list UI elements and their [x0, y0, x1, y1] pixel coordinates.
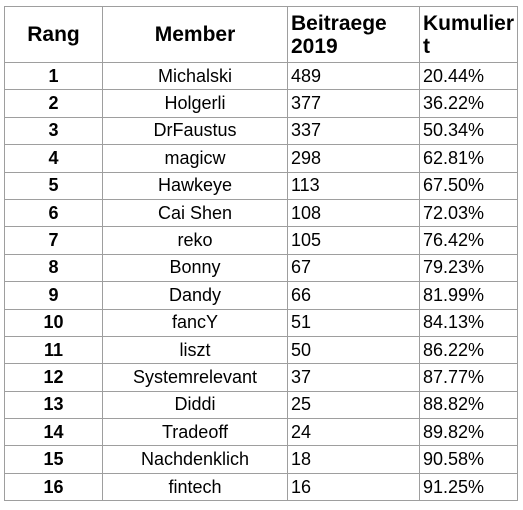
rank-cell: 7 — [4, 226, 103, 255]
rank-cell: 11 — [4, 335, 103, 365]
rank-cell: 4 — [4, 144, 103, 173]
kumuliert-cell: 90.58% — [419, 445, 518, 474]
rank-cell: 3 — [4, 116, 103, 146]
ranking-table-container: Rang Member Beitraege 2019 Kumuliert 1 Mi… — [4, 6, 518, 502]
table-row: 14 Tradeoff 24 89.82% — [4, 418, 518, 447]
kumuliert-cell: 84.13% — [419, 308, 518, 337]
table-row: 11 liszt 50 86.22% — [4, 335, 518, 365]
beitraege-cell: 377 — [287, 89, 420, 118]
rank-cell: 6 — [4, 198, 103, 228]
kumuliert-cell: 79.23% — [419, 253, 518, 283]
member-cell: Bonny — [102, 253, 288, 283]
beitraege-cell: 16 — [287, 472, 420, 502]
rank-cell: 12 — [4, 363, 103, 392]
member-cell: Cai Shen — [102, 198, 288, 228]
beitraege-cell: 113 — [287, 171, 420, 200]
beitraege-cell: 489 — [287, 61, 420, 91]
member-cell: Michalski — [102, 61, 288, 91]
table-row: 6 Cai Shen 108 72.03% — [4, 198, 518, 228]
kumuliert-cell: 67.50% — [419, 171, 518, 200]
kumuliert-cell: 86.22% — [419, 335, 518, 365]
kumuliert-cell: 91.25% — [419, 472, 518, 502]
header-rang: Rang — [4, 6, 103, 63]
table-row: 15 Nachdenklich 18 90.58% — [4, 445, 518, 474]
rank-cell: 14 — [4, 418, 103, 447]
table-row: 7 reko 105 76.42% — [4, 226, 518, 255]
rank-cell: 1 — [4, 61, 103, 91]
kumuliert-cell: 36.22% — [419, 89, 518, 118]
table-body: 1 Michalski 489 20.44% 2 Holgerli 377 36.22% 3 Dr… — [4, 61, 518, 502]
header-beitraege: Beitraege 2019 — [287, 6, 420, 63]
member-cell: fancY — [102, 308, 288, 337]
kumuliert-cell: 20.44% — [419, 61, 518, 91]
kumuliert-cell: 50.34% — [419, 116, 518, 146]
beitraege-cell: 298 — [287, 144, 420, 173]
table-row: 1 Michalski 489 20.44% — [4, 61, 518, 91]
table-row: 16 fintech 16 91.25% — [4, 472, 518, 502]
kumuliert-cell: 62.81% — [419, 144, 518, 173]
table-row: 5 Hawkeye 113 67.50% — [4, 171, 518, 200]
member-cell: Holgerli — [102, 89, 288, 118]
kumuliert-cell: 87.77% — [419, 363, 518, 392]
table-row: 3 DrFaustus 337 50.34% — [4, 116, 518, 146]
beitraege-cell: 108 — [287, 198, 420, 228]
beitraege-cell: 51 — [287, 308, 420, 337]
member-cell: Hawkeye — [102, 171, 288, 200]
rank-cell: 9 — [4, 281, 103, 310]
member-cell: Systemrelevant — [102, 363, 288, 392]
beitraege-cell: 37 — [287, 363, 420, 392]
beitraege-cell: 24 — [287, 418, 420, 447]
member-cell: DrFaustus — [102, 116, 288, 146]
header-row: Rang Member Beitraege 2019 Kumuliert — [4, 6, 518, 63]
beitraege-cell: 337 — [287, 116, 420, 146]
kumuliert-cell: 72.03% — [419, 198, 518, 228]
member-cell: liszt — [102, 335, 288, 365]
table-row: 12 Systemrelevant 37 87.77% — [4, 363, 518, 392]
rank-cell: 16 — [4, 472, 103, 502]
rank-cell: 10 — [4, 308, 103, 337]
member-cell: Diddi — [102, 390, 288, 420]
table-row: 9 Dandy 66 81.99% — [4, 281, 518, 310]
rank-cell: 5 — [4, 171, 103, 200]
header-member: Member — [102, 6, 288, 63]
kumuliert-cell: 81.99% — [419, 281, 518, 310]
ranking-table: Rang Member Beitraege 2019 Kumuliert 1 Mi… — [4, 6, 518, 502]
member-cell: Dandy — [102, 281, 288, 310]
kumuliert-cell: 89.82% — [419, 418, 518, 447]
header-kumuliert: Kumuliert — [419, 6, 518, 63]
beitraege-cell: 25 — [287, 390, 420, 420]
beitraege-cell: 66 — [287, 281, 420, 310]
member-cell: Tradeoff — [102, 418, 288, 447]
rank-cell: 15 — [4, 445, 103, 474]
beitraege-cell: 67 — [287, 253, 420, 283]
beitraege-cell: 105 — [287, 226, 420, 255]
beitraege-cell: 18 — [287, 445, 420, 474]
kumuliert-cell: 88.82% — [419, 390, 518, 420]
member-cell: reko — [102, 226, 288, 255]
table-row: 2 Holgerli 377 36.22% — [4, 89, 518, 118]
member-cell: fintech — [102, 472, 288, 502]
rank-cell: 8 — [4, 253, 103, 283]
table-row: 4 magicw 298 62.81% — [4, 144, 518, 173]
rank-cell: 2 — [4, 89, 103, 118]
table-row: 10 fancY 51 84.13% — [4, 308, 518, 337]
beitraege-cell: 50 — [287, 335, 420, 365]
kumuliert-cell: 76.42% — [419, 226, 518, 255]
member-cell: magicw — [102, 144, 288, 173]
rank-cell: 13 — [4, 390, 103, 420]
member-cell: Nachdenklich — [102, 445, 288, 474]
table-row: 8 Bonny 67 79.23% — [4, 253, 518, 283]
table-row: 13 Diddi 25 88.82% — [4, 390, 518, 420]
